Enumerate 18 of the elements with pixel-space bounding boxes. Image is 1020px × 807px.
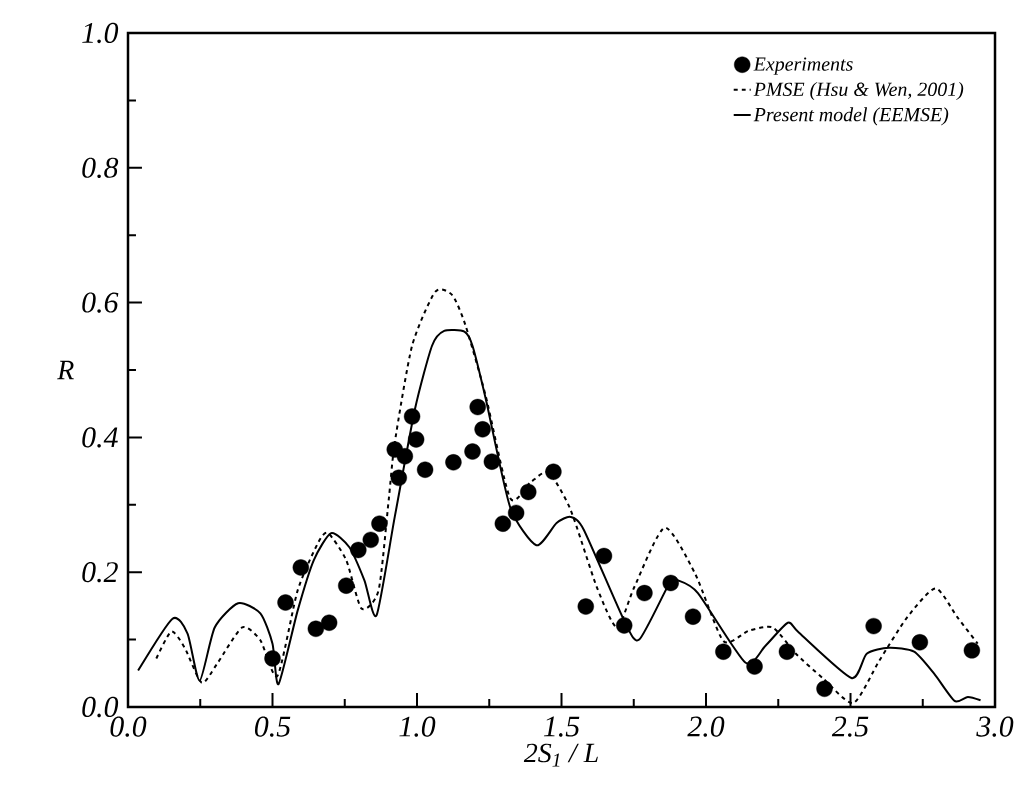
x-tick-label: 0.5 — [254, 716, 291, 737]
x-tick-label: 0.0 — [110, 716, 147, 737]
y-tick-label: 0.2 — [82, 562, 118, 583]
y-tick-label: 0.4 — [82, 427, 118, 448]
x-tick-label: 2.0 — [687, 716, 725, 737]
x-axis-title: 2S$_{1}$ / L — [523, 743, 598, 767]
x-tick-label: 1.0 — [399, 716, 436, 737]
legend-label: Present model (EEMSE) — [753, 107, 949, 126]
y-axis-title: R — [57, 360, 74, 380]
y-tick-label: 1.0 — [82, 22, 119, 44]
x-tick-label: 2.5 — [831, 716, 869, 737]
y-tick-label: 0.6 — [82, 292, 119, 313]
legend-label: Experiments — [753, 57, 853, 75]
x-tick-label: 3.0 — [976, 716, 1014, 737]
legend-label: PMSE (Hsu & Wen, 2001) — [753, 82, 964, 101]
y-tick-label: 0.8 — [82, 157, 119, 178]
y-tick-label: 0.0 — [82, 696, 119, 718]
x-tick-label: 1.5 — [543, 716, 580, 737]
